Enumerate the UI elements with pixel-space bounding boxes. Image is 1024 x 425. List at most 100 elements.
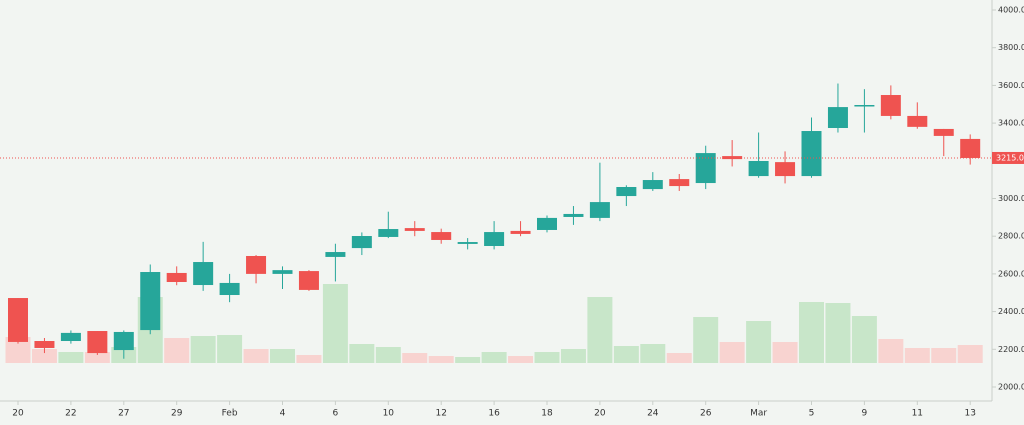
y-tick-label: 2600.0 bbox=[998, 269, 1024, 278]
volume-bar bbox=[375, 347, 401, 363]
volume-bar bbox=[666, 353, 692, 363]
volume-bar bbox=[270, 349, 295, 363]
volume-bar bbox=[190, 336, 216, 363]
x-tick-label: Feb bbox=[222, 409, 238, 419]
x-tick-label: 20 bbox=[12, 409, 24, 419]
volume-bar bbox=[825, 303, 851, 363]
y-tick-label: 2000.0 bbox=[998, 383, 1024, 392]
candle-body bbox=[510, 230, 531, 234]
candle-body bbox=[537, 217, 557, 230]
candle-body bbox=[801, 131, 822, 177]
volume-bar bbox=[693, 317, 719, 363]
candle-body bbox=[246, 255, 267, 274]
volume-bar bbox=[84, 352, 110, 363]
candle-body bbox=[827, 107, 848, 129]
volume-bar bbox=[164, 338, 190, 363]
candle-body bbox=[272, 270, 293, 274]
candle-body bbox=[669, 179, 690, 187]
candle-body bbox=[219, 282, 240, 296]
x-tick-label: 6 bbox=[333, 409, 339, 419]
y-tick-label: 2200.0 bbox=[998, 345, 1024, 354]
candle-body bbox=[933, 128, 954, 136]
x-tick-label: 29 bbox=[171, 409, 183, 419]
volume-bar bbox=[878, 339, 904, 363]
candle-body bbox=[775, 162, 796, 177]
y-tick-label: 2400.0 bbox=[998, 307, 1024, 316]
volume-bar bbox=[613, 346, 639, 363]
candle-body bbox=[748, 160, 769, 177]
volume-bar bbox=[772, 342, 798, 363]
x-tick-label: 22 bbox=[65, 409, 76, 419]
x-tick-label: Mar bbox=[750, 409, 767, 419]
candle-body bbox=[193, 262, 214, 286]
volume-bar bbox=[534, 352, 560, 363]
volume-bar bbox=[508, 356, 534, 363]
x-tick-label: 18 bbox=[541, 409, 553, 419]
y-tick-label: 4000.0 bbox=[998, 6, 1024, 15]
volume-bar bbox=[349, 344, 375, 363]
x-tick-label: 24 bbox=[647, 409, 659, 419]
y-tick-label: 3800.0 bbox=[998, 43, 1024, 52]
x-tick-label: 10 bbox=[383, 409, 395, 419]
candle-body bbox=[113, 331, 134, 351]
candle-body bbox=[616, 187, 637, 197]
candle-body bbox=[325, 252, 346, 257]
volume-bar bbox=[243, 349, 269, 363]
candle-body bbox=[431, 232, 452, 240]
candle-body bbox=[960, 138, 981, 158]
x-tick-label: 27 bbox=[118, 409, 129, 419]
candle-body bbox=[589, 202, 610, 218]
candle-body bbox=[695, 153, 716, 184]
y-tick-label: 3000.0 bbox=[998, 194, 1024, 203]
candle-body bbox=[351, 236, 372, 249]
x-tick-label: 11 bbox=[912, 409, 923, 419]
last-price-label: 3215.0 bbox=[996, 153, 1024, 162]
candle-body bbox=[880, 95, 901, 116]
candle-body bbox=[87, 331, 108, 354]
candle-body bbox=[34, 341, 55, 348]
volume-bar bbox=[719, 342, 745, 363]
candle-body bbox=[140, 272, 161, 331]
volume-bar bbox=[481, 352, 507, 363]
candle-body bbox=[563, 213, 584, 217]
candle-body bbox=[854, 105, 875, 107]
y-tick-label: 3600.0 bbox=[998, 81, 1024, 90]
candle-body bbox=[907, 115, 928, 127]
volume-bar bbox=[455, 357, 481, 363]
x-tick-label: 9 bbox=[862, 409, 868, 419]
candle-body bbox=[642, 180, 663, 190]
volume-bar bbox=[58, 352, 84, 363]
volume-bar bbox=[296, 355, 322, 363]
volume-bar bbox=[322, 284, 348, 363]
volume-bar bbox=[640, 344, 666, 363]
y-tick-label: 2800.0 bbox=[998, 232, 1024, 241]
x-tick-label: 12 bbox=[435, 409, 446, 419]
volume-bar bbox=[587, 297, 613, 363]
x-tick-label: 16 bbox=[488, 409, 500, 419]
y-tick-label: 3400.0 bbox=[998, 119, 1024, 128]
x-tick-label: 20 bbox=[594, 409, 606, 419]
candle-body bbox=[404, 228, 425, 231]
volume-bar bbox=[904, 348, 930, 363]
volume-bar bbox=[746, 321, 772, 363]
last-price-box bbox=[992, 151, 1024, 164]
candle-body bbox=[8, 298, 28, 342]
volume-bar bbox=[217, 335, 243, 363]
volume-bar bbox=[957, 345, 983, 363]
volume-bar bbox=[931, 348, 957, 363]
x-tick-label: 5 bbox=[809, 409, 815, 419]
x-tick-label: 13 bbox=[964, 409, 975, 419]
candle-body bbox=[484, 232, 505, 247]
candle-body bbox=[457, 242, 478, 244]
candle-body bbox=[378, 229, 399, 237]
volume-bar bbox=[799, 302, 824, 363]
candle-body bbox=[166, 272, 187, 283]
candle-body bbox=[298, 271, 319, 290]
volume-bar bbox=[402, 353, 428, 363]
x-tick-label: 4 bbox=[280, 409, 286, 419]
volume-bar bbox=[428, 356, 454, 363]
x-tick-label: 26 bbox=[700, 409, 712, 419]
volume-bar bbox=[851, 316, 877, 363]
